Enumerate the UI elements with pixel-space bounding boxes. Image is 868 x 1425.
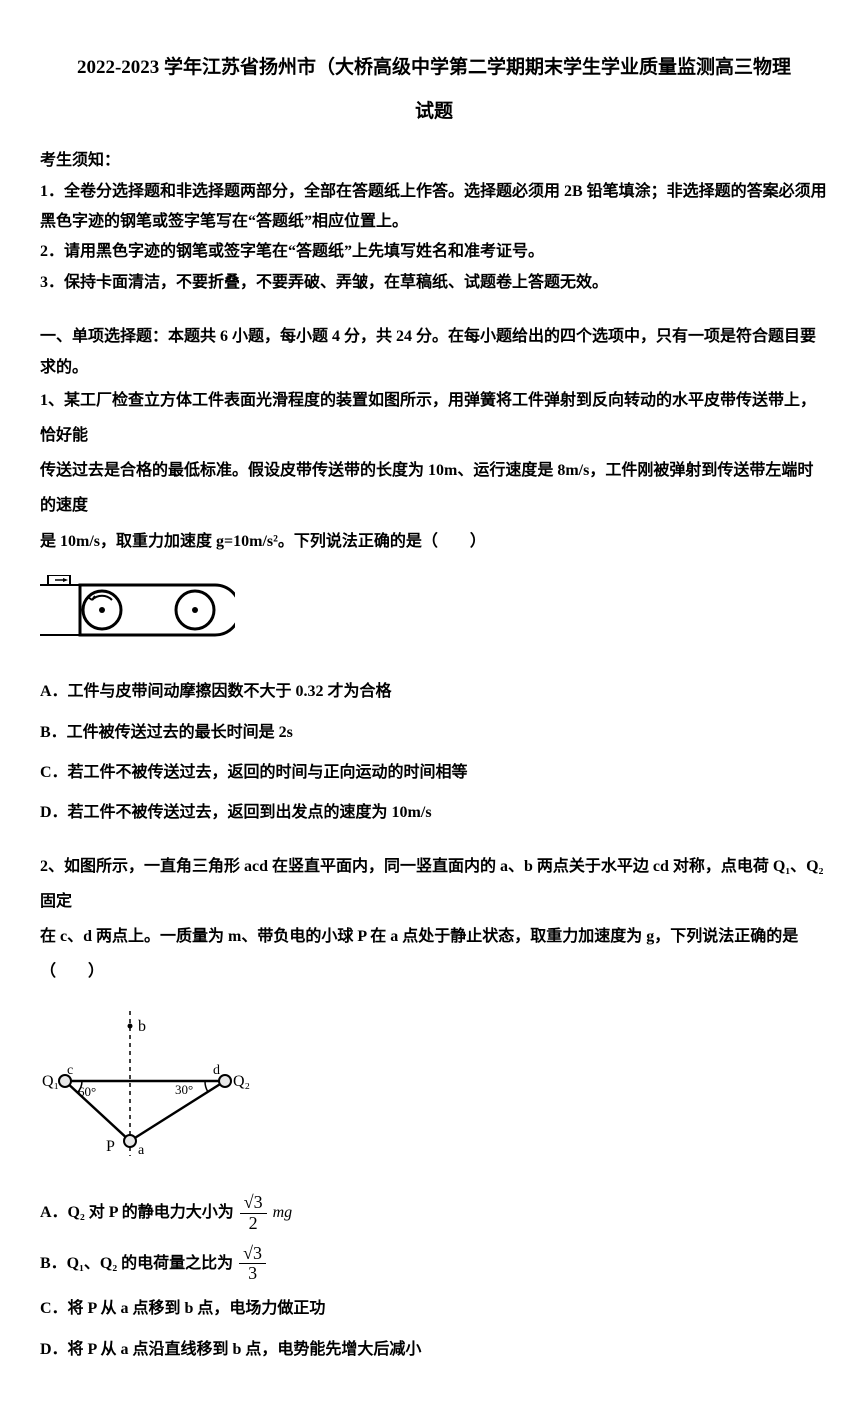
q2-b-fraction: √3 3 <box>239 1244 266 1285</box>
label-q1: Q₁ <box>42 1073 59 1090</box>
q2-option-c: C．将 P 从 a 点移到 b 点，电场力做正功 <box>40 1294 828 1324</box>
angle-30: 30° <box>175 1082 193 1097</box>
label-c: c <box>67 1063 73 1078</box>
notice-item-2: 2．请用黑色字迹的钢笔或签字笔在“答题纸”上先填写姓名和准考证号。 <box>40 237 828 267</box>
q1-stem-line2: 传送过去是合格的最低标准。假设皮带传送带的长度为 10m、运行速度是 8m/s，… <box>40 462 813 514</box>
q2-a-suffix: mg <box>273 1204 293 1221</box>
q2-a-den: 2 <box>240 1214 267 1234</box>
q2-option-d: D．将 P 从 a 点沿直线移到 b 点，电势能先增大后减小 <box>40 1335 828 1365</box>
angle-60: 60° <box>78 1084 96 1099</box>
q2-b-num: √3 <box>239 1244 266 1265</box>
q2-figure: b Q₁ c Q₂ d P a 60° 30° <box>40 1006 828 1177</box>
q2-stem-line1: 2、如图所示，一直角三角形 acd 在竖直平面内，同一竖直面内的 a、b 两点关… <box>40 858 823 910</box>
notice-header: 考生须知： <box>40 146 828 176</box>
q2-option-a: A．Q₂ 对 P 的静电力大小为 √3 2 mg <box>40 1193 828 1234</box>
label-p: P <box>106 1138 115 1155</box>
q2-option-b: B．Q₁、Q₂ 的电荷量之比为 √3 3 <box>40 1244 828 1285</box>
exam-subtitle: 试题 <box>40 94 828 130</box>
label-a: a <box>138 1143 145 1158</box>
label-d: d <box>213 1063 220 1078</box>
label-b: b <box>138 1018 146 1035</box>
q2-a-prefix: A．Q₂ 对 P 的静电力大小为 <box>40 1204 234 1221</box>
q1-option-d: D．若工件不被传送过去，返回到出发点的速度为 10m/s <box>40 798 828 828</box>
section-intro: 一、单项选择题：本题共 6 小题，每小题 4 分，共 24 分。在每小题给出的四… <box>40 322 828 383</box>
label-q2: Q₂ <box>233 1073 250 1090</box>
q1-option-b: B．工件被传送过去的最长时间是 2s <box>40 718 828 748</box>
q2-b-prefix: B．Q₁、Q₂ 的电荷量之比为 <box>40 1255 233 1272</box>
q1-stem: 1、某工厂检查立方体工件表面光滑程度的装置如图所示，用弹簧将工件弹射到反向转动的… <box>40 383 828 559</box>
q1-stem-line3: 是 10m/s，取重力加速度 g=10m/s²。下列说法正确的是（ ） <box>40 533 486 550</box>
q2-stem: 2、如图所示，一直角三角形 acd 在竖直平面内，同一竖直面内的 a、b 两点关… <box>40 849 828 990</box>
q2-a-num: √3 <box>240 1193 267 1214</box>
conveyor-belt-icon <box>40 575 235 650</box>
q1-figure <box>40 575 828 661</box>
q1-option-c: C．若工件不被传送过去，返回的时间与正向运动的时间相等 <box>40 758 828 788</box>
triangle-diagram-icon: b Q₁ c Q₂ d P a 60° 30° <box>40 1006 250 1166</box>
q2-stem-line2: 在 c、d 两点上。一质量为 m、带负电的小球 P 在 a 点处于静止状态，取重… <box>40 928 798 980</box>
notice-item-1: 1．全卷分选择题和非选择题两部分，全部在答题纸上作答。选择题必须用 2B 铅笔填… <box>40 177 828 238</box>
q1-stem-line1: 1、某工厂检查立方体工件表面光滑程度的装置如图所示，用弹簧将工件弹射到反向转动的… <box>40 392 816 444</box>
q2-a-fraction: √3 2 <box>240 1193 267 1234</box>
q1-option-a: A．工件与皮带间动摩擦因数不大于 0.32 才为合格 <box>40 677 828 707</box>
q2-b-den: 3 <box>239 1264 266 1284</box>
exam-title: 2022-2023 学年江苏省扬州市（大桥高级中学第二学期期末学生学业质量监测高… <box>40 50 828 86</box>
notice-item-3: 3．保持卡面清洁，不要折叠，不要弄破、弄皱，在草稿纸、试题卷上答题无效。 <box>40 268 828 298</box>
